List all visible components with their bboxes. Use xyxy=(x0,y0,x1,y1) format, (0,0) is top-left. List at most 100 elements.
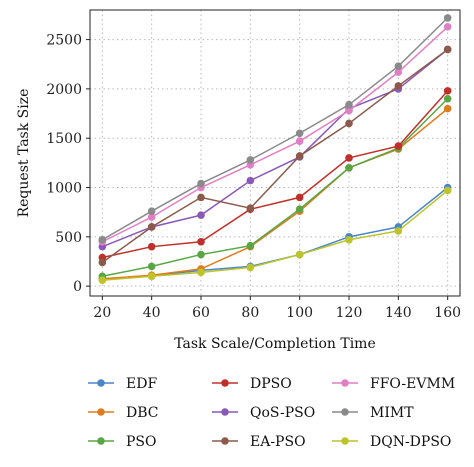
legend-label: PSO xyxy=(126,434,157,450)
data-point-dqn-dpso xyxy=(147,272,156,281)
data-point-ea-pso xyxy=(246,204,255,213)
legend-item-ffo-evmm: FFO-EVMM xyxy=(332,376,455,392)
data-point-pso xyxy=(246,241,255,250)
data-point-ffo-evmm xyxy=(394,68,403,76)
data-point-ffo-evmm xyxy=(443,22,452,31)
legend-swatch-marker xyxy=(221,408,229,416)
data-point-ea-pso xyxy=(147,223,156,231)
x-tick-label: 100 xyxy=(286,305,313,321)
data-point-dqn-dpso xyxy=(394,227,403,235)
data-point-pso xyxy=(197,250,205,259)
data-point-mimt xyxy=(147,207,156,215)
data-point-dbc xyxy=(443,104,452,113)
x-axis: 20 40 60 80 100 120 140 160 xyxy=(93,296,461,321)
data-point-qos-pso xyxy=(246,176,255,185)
data-point-ea-pso xyxy=(443,45,452,54)
data-point-ffo-evmm xyxy=(147,213,156,221)
legend-item-ea-pso: EA-PSO xyxy=(212,434,306,450)
legend-swatch-marker xyxy=(221,437,229,445)
y-axis-title: Request Task Size xyxy=(16,89,32,218)
data-point-pso xyxy=(443,94,452,103)
y-tick-label: 1500 xyxy=(46,131,82,147)
legend-label: DBC xyxy=(126,405,158,421)
series-ffo-evmm xyxy=(98,22,452,246)
series-line-ea-pso xyxy=(101,48,449,264)
legend-label: EA-PSO xyxy=(250,434,306,450)
legend-item-dbc: DBC xyxy=(88,405,158,421)
x-tick-label: 140 xyxy=(385,305,412,321)
legend-label: FFO-EVMM xyxy=(370,376,455,392)
data-point-qos-pso xyxy=(197,211,205,219)
y-tick-label: 0 xyxy=(73,279,82,295)
data-point-pso xyxy=(345,163,353,172)
legend-swatch-marker xyxy=(221,379,229,387)
plot-frame xyxy=(89,9,461,297)
legend-item-mimt: MIMT xyxy=(332,405,414,421)
data-point-mimt xyxy=(246,156,255,164)
data-point-dqn-dpso xyxy=(197,268,205,277)
series-group xyxy=(98,14,452,285)
legend-item-pso: PSO xyxy=(88,434,157,450)
x-tick-label: 20 xyxy=(93,305,111,321)
legend-swatch-marker xyxy=(341,408,349,416)
series-mimt xyxy=(98,14,452,244)
data-point-pso xyxy=(147,262,156,271)
legend-label: EDF xyxy=(126,376,157,392)
data-point-dpso xyxy=(394,142,403,150)
series-dbc xyxy=(98,104,452,283)
data-point-mimt xyxy=(98,235,107,244)
data-point-dqn-dpso xyxy=(295,250,304,259)
x-tick-label: 120 xyxy=(336,305,363,321)
data-point-dqn-dpso xyxy=(98,276,107,285)
legend-item-edf: EDF xyxy=(88,376,157,392)
legend-label: MIMT xyxy=(370,405,414,421)
legend-swatch-marker xyxy=(97,379,105,387)
series-ea-pso xyxy=(98,45,452,267)
x-tick-label: 160 xyxy=(434,305,461,321)
series-line-dbc xyxy=(102,108,449,280)
data-point-dpso xyxy=(295,193,304,202)
data-point-dqn-dpso xyxy=(443,186,452,195)
x-tick-label: 40 xyxy=(143,305,161,321)
legend-swatch-marker xyxy=(97,408,105,416)
legend-label: QoS-PSO xyxy=(250,405,315,421)
y-tick-label: 2000 xyxy=(46,82,82,98)
legend-swatch-marker xyxy=(97,437,105,445)
data-point-dpso xyxy=(147,242,156,251)
data-point-dpso xyxy=(443,87,452,95)
data-point-mimt xyxy=(394,62,403,71)
legend-item-qos-pso: QoS-PSO xyxy=(212,405,315,421)
series-line-dpso xyxy=(102,90,449,259)
legend-label: DQN-DPSO xyxy=(370,434,451,450)
legend-label: DPSO xyxy=(250,376,292,392)
grid xyxy=(90,10,460,296)
series-line-mimt xyxy=(101,17,449,241)
legend-swatch-marker xyxy=(341,437,349,445)
y-tick-label: 500 xyxy=(55,230,82,246)
series-dqn-dpso xyxy=(98,186,452,285)
y-axis: 0 500 1000 1500 2000 2500 xyxy=(46,33,90,295)
legend-swatch-marker xyxy=(341,379,349,387)
x-tick-label: 60 xyxy=(192,305,210,321)
data-point-ea-pso xyxy=(295,152,304,160)
data-point-ea-pso xyxy=(98,258,107,267)
data-point-pso xyxy=(295,205,304,214)
data-point-dpso xyxy=(197,237,205,246)
data-point-dpso xyxy=(345,154,353,162)
x-axis-title: Task Scale/Completion Time xyxy=(174,336,376,352)
series-line-ffo-evmm xyxy=(101,26,449,243)
legend: EDF DBC PSO DPSO QoS-PSO EA-PSO FFO-EVMM MIMT DQ… xyxy=(88,376,455,450)
series-line-pso xyxy=(102,98,449,278)
data-point-mimt xyxy=(345,100,353,109)
data-point-dqn-dpso xyxy=(246,263,255,272)
data-point-dqn-dpso xyxy=(345,235,353,244)
x-tick-label: 80 xyxy=(241,305,259,321)
legend-item-dpso: DPSO xyxy=(212,376,292,392)
data-point-ea-pso xyxy=(345,119,353,128)
y-tick-label: 1000 xyxy=(46,181,82,197)
legend-item-dqn-dpso: DQN-DPSO xyxy=(332,434,451,450)
y-tick-label: 2500 xyxy=(46,33,82,49)
data-point-ffo-evmm xyxy=(345,106,353,115)
data-point-mimt xyxy=(197,179,205,188)
